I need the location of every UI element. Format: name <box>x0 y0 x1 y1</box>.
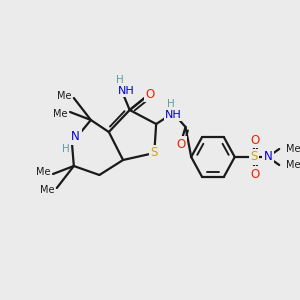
Text: H: H <box>62 144 70 154</box>
Text: NH: NH <box>118 86 134 96</box>
Text: N: N <box>71 130 80 143</box>
Text: H: H <box>167 99 175 109</box>
Text: O: O <box>250 167 259 181</box>
Text: S: S <box>250 151 257 164</box>
Text: N: N <box>263 151 272 164</box>
Text: O: O <box>145 88 154 100</box>
Text: O: O <box>176 137 185 151</box>
Text: Me: Me <box>286 144 300 154</box>
Text: Me: Me <box>57 91 72 101</box>
Text: O: O <box>250 134 259 146</box>
Text: Me: Me <box>36 167 50 177</box>
Text: Me: Me <box>53 109 67 119</box>
Text: Me: Me <box>286 160 300 170</box>
Text: S: S <box>151 146 158 160</box>
Text: Me: Me <box>40 185 55 195</box>
Text: H: H <box>116 75 124 85</box>
Text: NH: NH <box>165 110 182 120</box>
